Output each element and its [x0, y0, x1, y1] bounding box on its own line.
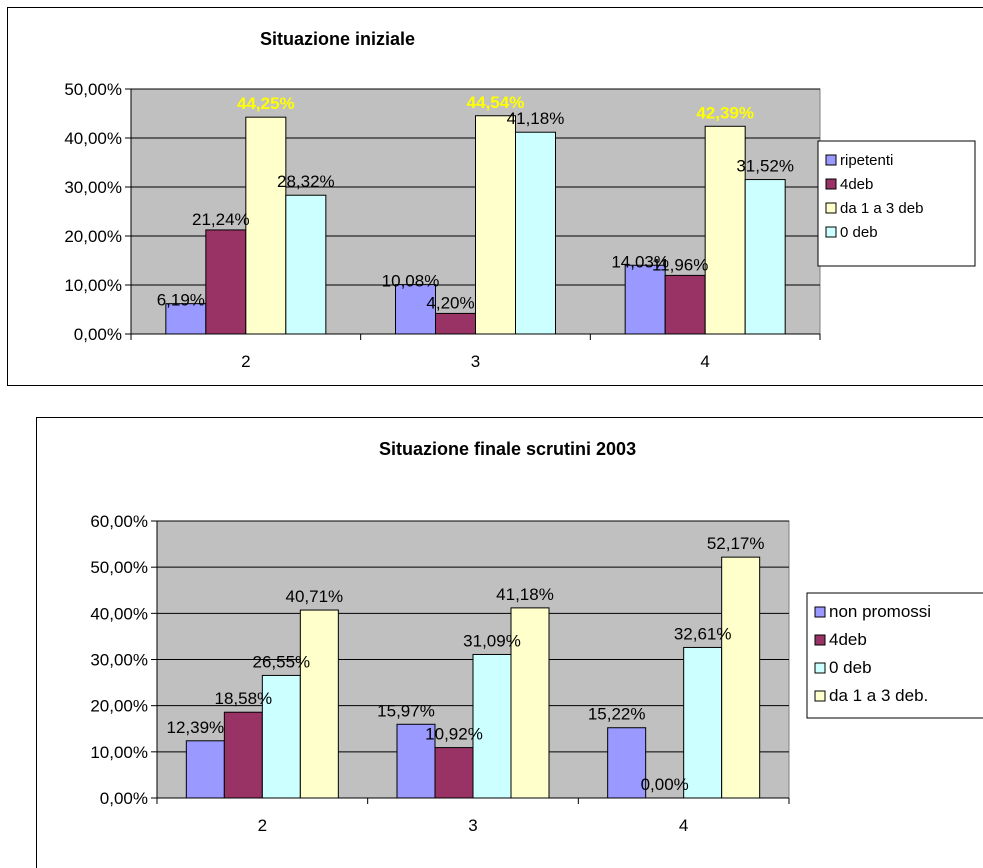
y-tick-label: 0,00% [100, 789, 148, 808]
legend-label: 4deb [829, 630, 867, 649]
bar-4deb [664, 274, 706, 335]
data-label: 10,92% [425, 725, 483, 744]
chart-situazione-finale: Situazione finale scrutini 2003 0,00% 10,0… [36, 417, 983, 868]
legend-swatch [814, 662, 826, 674]
chart-title: Situazione finale scrutini 2003 [379, 439, 636, 459]
legend-label: da 1 a 3 deb [840, 200, 923, 217]
legend [817, 140, 976, 267]
bar-ripetenti [395, 284, 436, 335]
data-label: 42,39% [696, 103, 754, 122]
bar-da-1-a-3-deb- [299, 609, 339, 799]
legend-swatch [825, 154, 837, 166]
bar-da-1-a-3-deb [475, 115, 516, 335]
data-label: 32,61% [674, 624, 732, 643]
bar-da-1-a-3-deb- [721, 556, 761, 799]
data-label: 11,96% [652, 255, 708, 274]
bar-da-1-a-3-deb- [510, 607, 550, 799]
data-label: 41,18% [496, 585, 554, 604]
bar-0-deb [285, 194, 327, 335]
x-tick-label: 2 [258, 816, 267, 835]
data-label: 18,58% [214, 689, 272, 708]
bar-0-deb [744, 179, 786, 335]
bar-0-deb [683, 646, 723, 799]
y-tick-label: 50,00% [90, 558, 148, 577]
bar-da-1-a-3-deb [245, 116, 287, 335]
bar-4deb [434, 747, 474, 799]
y-tick-label: 40,00% [64, 129, 122, 148]
legend-label: non promossi [829, 602, 931, 621]
legend-swatch [814, 606, 826, 618]
y-tick-label: 10,00% [90, 743, 148, 762]
y-tick-label: 40,00% [90, 604, 148, 623]
y-tick-label: 10,00% [64, 276, 122, 295]
data-label: 44,54% [467, 93, 525, 112]
bar-4deb [223, 711, 263, 799]
data-label: 31,09% [463, 631, 521, 650]
y-tick-label: 20,00% [90, 697, 148, 716]
legend-label: 0 deb [829, 658, 872, 677]
x-tick-label: 2 [241, 352, 250, 371]
x-tick-label: 3 [468, 816, 477, 835]
y-tick-label: 60,00% [90, 512, 148, 531]
chart-title: Situazione iniziale [260, 29, 415, 49]
data-label: 14,03% [611, 252, 669, 271]
chart-2-svg: Situazione finale scrutini 2003 0,00% 10,0… [90, 439, 983, 835]
y-tick-label: 50,00% [64, 80, 122, 99]
legend-label: 4deb [840, 176, 873, 193]
bar-4deb [205, 229, 247, 335]
data-label: 52,17% [707, 534, 765, 553]
data-label: 28,32% [277, 172, 335, 191]
y-tick-label: 20,00% [64, 227, 122, 246]
y-tick-label: 30,00% [90, 651, 148, 670]
legend-label: 0 deb [840, 224, 878, 241]
bar-0-deb [515, 131, 556, 335]
legend-label: ripetenti [840, 152, 893, 169]
data-label: 4,20% [426, 293, 474, 312]
x-tick-label: 4 [700, 352, 709, 371]
legend [806, 592, 983, 719]
data-label: 10,08% [382, 272, 440, 291]
data-label: 41,18% [507, 109, 565, 128]
bar-non-promossi [607, 727, 647, 799]
legend-label: da 1 a 3 deb. [829, 686, 928, 705]
legend-swatch [814, 634, 826, 646]
legend-swatch [814, 690, 826, 702]
x-tick-label: 4 [679, 816, 688, 835]
bar-0-deb [261, 674, 301, 799]
data-label: 21,24% [192, 210, 250, 229]
chart-situazione-iniziale: Situazione iniziale 0,00% 10,00% 20,00% 30,0… [7, 7, 983, 386]
data-label: 0,00% [641, 775, 689, 794]
data-label: 44,25% [237, 94, 295, 113]
legend-swatch [825, 178, 837, 190]
bar-0-deb [472, 653, 512, 799]
data-label: 15,97% [377, 701, 435, 720]
data-label: 40,71% [285, 587, 343, 606]
legend-swatch [825, 202, 837, 214]
data-label: 15,22% [588, 705, 646, 724]
y-tick-label: 0,00% [74, 325, 122, 344]
data-label: 12,39% [166, 718, 224, 737]
y-tick-label: 30,00% [64, 178, 122, 197]
data-label: 6,19% [157, 291, 205, 310]
bar-non-promossi [185, 740, 225, 799]
chart-1-svg: Situazione iniziale 0,00% 10,00% 20,00% 30,0… [64, 29, 976, 371]
bar-ripetenti [624, 264, 666, 335]
data-label: 26,55% [252, 652, 310, 671]
bar-4deb [435, 312, 476, 335]
data-label: 31,52% [736, 157, 794, 176]
legend-swatch [825, 226, 837, 238]
x-tick-label: 3 [471, 352, 480, 371]
